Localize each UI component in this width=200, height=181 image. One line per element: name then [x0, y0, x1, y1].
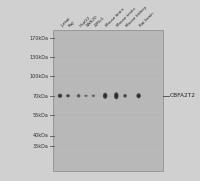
Ellipse shape: [93, 95, 94, 96]
Ellipse shape: [124, 95, 126, 97]
Text: Jurkat: Jurkat: [60, 17, 71, 28]
Text: CBFA2T2: CBFA2T2: [170, 93, 196, 98]
Text: 70kDa: 70kDa: [33, 94, 49, 99]
Ellipse shape: [77, 94, 80, 98]
Ellipse shape: [66, 94, 70, 97]
Ellipse shape: [123, 94, 127, 98]
Text: 35kDa: 35kDa: [33, 144, 49, 149]
Text: 40kDa: 40kDa: [33, 133, 49, 138]
Text: 170kDa: 170kDa: [30, 36, 49, 41]
Ellipse shape: [103, 93, 107, 99]
Ellipse shape: [114, 92, 119, 99]
Text: 55kDa: 55kDa: [33, 113, 49, 117]
Text: Mouse kidney: Mouse kidney: [125, 5, 148, 28]
Ellipse shape: [59, 95, 61, 97]
Ellipse shape: [85, 95, 87, 96]
Ellipse shape: [137, 94, 140, 97]
Text: Raji: Raji: [68, 20, 76, 28]
Text: 100kDa: 100kDa: [30, 74, 49, 79]
Text: 22Rv1: 22Rv1: [93, 16, 106, 28]
Ellipse shape: [115, 94, 118, 98]
Ellipse shape: [92, 94, 95, 97]
Text: Mouse testis: Mouse testis: [116, 7, 137, 28]
Ellipse shape: [104, 94, 106, 97]
Text: Rat brain: Rat brain: [139, 12, 155, 28]
Ellipse shape: [84, 95, 88, 97]
Text: Mouse brain: Mouse brain: [105, 8, 126, 28]
Ellipse shape: [67, 95, 69, 97]
Ellipse shape: [136, 93, 141, 98]
Ellipse shape: [78, 95, 80, 97]
Ellipse shape: [58, 94, 62, 98]
Bar: [53, 30, 163, 171]
Text: HepG2: HepG2: [79, 15, 91, 28]
Text: SW620: SW620: [86, 15, 99, 28]
Text: 130kDa: 130kDa: [30, 55, 49, 60]
